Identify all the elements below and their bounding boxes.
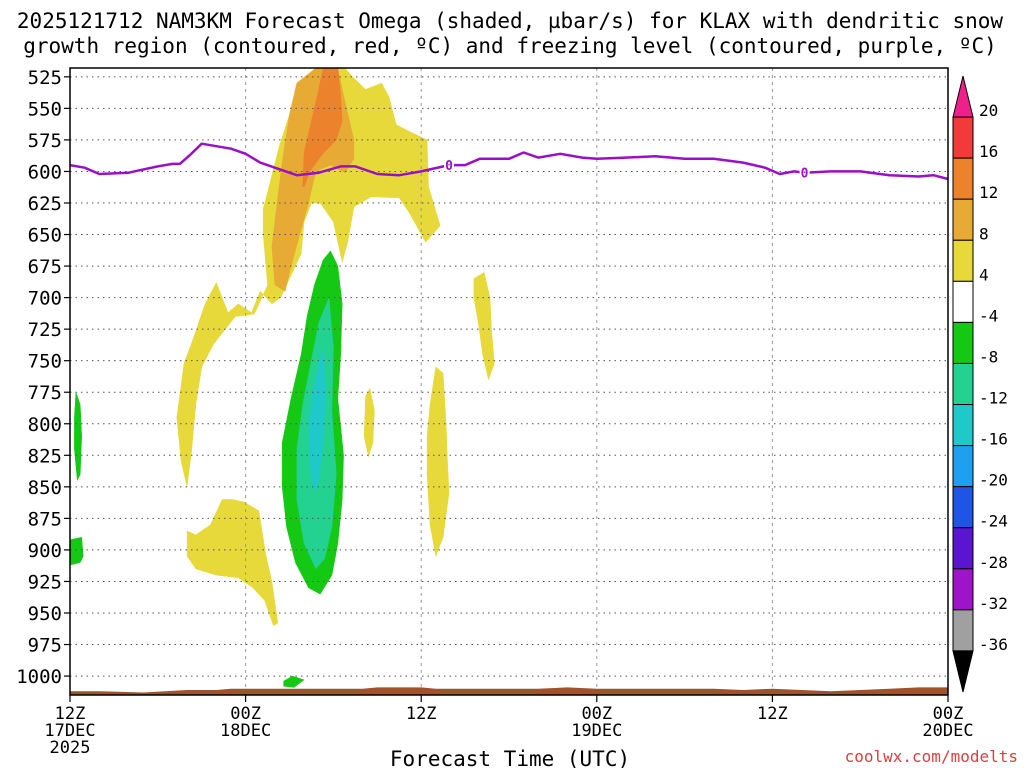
omega-region-5	[473, 272, 495, 381]
colorbar-swatch-5	[952, 280, 974, 323]
colorbar-label-9: -20	[979, 471, 1008, 490]
y-tick-label-775: 775	[28, 382, 62, 404]
colorbar-label-4: 4	[979, 265, 989, 284]
x-tick-label-1-0: 00Z	[230, 704, 261, 724]
y-tick-label-575: 575	[28, 130, 62, 152]
x-tick-label-0-2: 2025	[50, 738, 91, 758]
colorbar-label-8: -16	[979, 430, 1008, 449]
plot-area	[70, 68, 948, 695]
colorbar-label-0: 20	[979, 101, 998, 120]
y-tick-label-950: 950	[28, 603, 62, 625]
x-tick-label-5-1: 20DEC	[922, 721, 973, 741]
colorbar-swatch-4	[952, 239, 974, 282]
omega-region-6	[426, 366, 450, 558]
colorbar-label-12: -32	[979, 594, 1008, 613]
freezing-level-line	[69, 142, 949, 181]
y-tick-label-650: 650	[28, 225, 62, 247]
freezing-level-contour: 00	[69, 142, 949, 182]
y-tick-label-875: 875	[28, 508, 62, 530]
y-tick-label-925: 925	[28, 571, 62, 593]
x-tick-label-2-0: 12Z	[406, 704, 437, 724]
colorbar-label-5: -4	[979, 306, 998, 325]
freezing-level-label: 0	[801, 167, 809, 182]
colorbar-swatch-2	[952, 157, 974, 200]
colorbar-swatch-10	[952, 486, 974, 529]
colorbar-swatch-3	[952, 198, 974, 241]
y-tick-label-800: 800	[28, 414, 62, 436]
y-tick-label-550: 550	[28, 98, 62, 120]
colorbar-label-2: 12	[979, 183, 998, 202]
freezing-level-label: 0	[445, 159, 453, 174]
colorbar-swatch-8	[952, 404, 974, 447]
y-tick-label-900: 900	[28, 540, 62, 562]
colorbar-swatch-6	[952, 321, 974, 364]
x-axis-label: Forecast Time (UTC)	[390, 747, 630, 768]
colorbar-swatch-7	[952, 362, 974, 406]
colorbar-swatch-11	[952, 527, 974, 570]
chart-title: 2025121712 NAM3KM Forecast Omega (shaded…	[17, 9, 1004, 58]
omega-region-4	[195, 536, 279, 626]
omega-region-12	[69, 536, 84, 566]
x-tick-label-4-0: 12Z	[757, 704, 788, 724]
colorbar-label-11: -28	[979, 553, 1008, 572]
omega-region-7	[363, 387, 375, 458]
colorbar: 20 16 12 8 4 -4 -8 -12 -16 -20 -24 -28 -32 -36	[952, 75, 1008, 693]
colorbar-swatch-1	[952, 116, 974, 159]
y-tick-label-700: 700	[28, 288, 62, 310]
colorbar-swatch-13	[952, 609, 974, 652]
colorbar-label-10: -24	[979, 512, 1008, 531]
colorbar-label-3: 8	[979, 224, 989, 243]
y-tick-label-625: 625	[28, 193, 62, 215]
x-tick-label-0-0: 12Z	[55, 704, 86, 724]
y-tick-label-525: 525	[28, 67, 62, 89]
ground-surface	[70, 687, 948, 695]
x-tick-label-3-1: 19DEC	[571, 721, 622, 741]
y-tick-label-850: 850	[28, 477, 62, 499]
y-tick-label-675: 675	[28, 256, 62, 278]
plot-frame	[69, 67, 949, 696]
colorbar-swatch-9	[952, 445, 974, 488]
colorbar-top-arrow	[952, 75, 974, 118]
chart-title-line-1: 2025121712 NAM3KM Forecast Omega (shaded…	[17, 9, 1004, 33]
omega-region-11	[74, 392, 82, 482]
ground-fill	[70, 687, 948, 695]
x-tick-label-3-0: 00Z	[581, 704, 612, 724]
colorbar-label-1: 16	[979, 142, 998, 161]
x-tick-label-1-1: 18DEC	[220, 721, 271, 741]
omega-region-2	[302, 67, 343, 187]
credit-text: coolwx.com/modelts	[845, 747, 1018, 766]
x-tick-label-5-0: 00Z	[933, 704, 964, 724]
colorbar-bottom-arrow	[952, 650, 974, 693]
y-tick-label-975: 975	[28, 635, 62, 657]
contour-label-bg-1	[799, 165, 810, 179]
contour-label-bg-0	[444, 158, 455, 172]
colorbar-label-6: -8	[979, 347, 998, 366]
omega-region-13	[283, 675, 305, 688]
y-tick-label-600: 600	[28, 161, 62, 183]
colorbar-label-7: -12	[979, 389, 1008, 408]
omega-region-10	[308, 348, 327, 495]
y-tick-label-750: 750	[28, 351, 62, 373]
chart-title-line-2: growth region (contoured, red, ºC) and f…	[23, 34, 997, 58]
y-tick-label-725: 725	[28, 319, 62, 341]
x-tick-label-0-1: 17DEC	[44, 721, 95, 741]
y-axis-pressure-ticks: 525 550 575 600 625 650 675 700 725 750 775 800 825 8…	[16, 67, 70, 688]
colorbar-swatch-12	[952, 568, 974, 611]
colorbar-label-13: -36	[979, 635, 1008, 654]
y-tick-label-1000: 1000	[16, 666, 62, 688]
y-tick-label-825: 825	[28, 445, 62, 467]
